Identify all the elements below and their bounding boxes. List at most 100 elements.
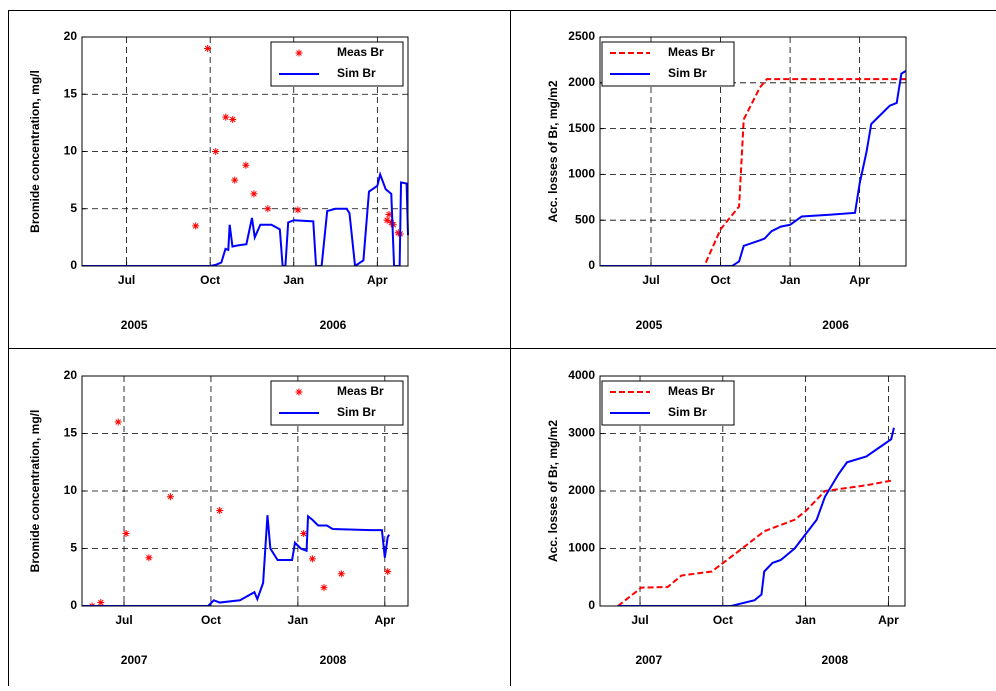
- year-label: 2007: [121, 653, 148, 667]
- legend: Meas Br Sim Br: [270, 41, 404, 87]
- axes-frame: [599, 36, 907, 267]
- y-tick-label: 1500: [568, 121, 595, 135]
- x-tick-label: Oct: [201, 613, 221, 627]
- axes-frame: [599, 375, 906, 607]
- x-tick-label: Oct: [200, 273, 220, 287]
- axes-frame: [81, 36, 409, 267]
- year-label: 2008: [821, 653, 848, 667]
- legend-box: [601, 380, 735, 426]
- marker: [222, 113, 230, 121]
- data-layer: [600, 70, 907, 266]
- x-tick-label: Jan: [288, 613, 309, 627]
- y-tick-label: 1000: [568, 167, 595, 181]
- marker: [337, 570, 345, 578]
- y-tick-label: 3000: [568, 426, 595, 440]
- y-tick-label: 500: [575, 212, 595, 226]
- year-label: 2007: [635, 653, 662, 667]
- marker: [294, 206, 302, 214]
- legend-label: Sim Br: [668, 66, 707, 80]
- y-tick-label: 15: [64, 426, 78, 440]
- y-tick-label: 5: [70, 201, 77, 215]
- y-tick-label: 20: [64, 29, 78, 43]
- series-line: [617, 427, 895, 606]
- data-layer: [82, 44, 409, 266]
- x-tick-label: Jan: [283, 273, 304, 287]
- legend-label: Sim Br: [337, 66, 376, 80]
- y-tick-label: 1000: [568, 541, 595, 555]
- marker: [231, 176, 239, 184]
- legend-marker: [295, 388, 303, 396]
- x-tick-label: Apr: [878, 613, 899, 627]
- y-tick-label: 5: [70, 541, 77, 555]
- legend-label: Meas Br: [337, 45, 384, 59]
- year-label: 2005: [636, 318, 663, 332]
- x-tick-label: Jul: [642, 273, 659, 287]
- legend-label: Meas Br: [337, 384, 384, 398]
- chart-panel: 0 500 1000 1500 2000 2500 Jul Oct Jan Apr 2005 2006…: [546, 29, 907, 332]
- year-label: 2008: [320, 653, 347, 667]
- marker: [122, 530, 130, 538]
- legend-box: [601, 41, 735, 87]
- year-label: 2005: [121, 318, 148, 332]
- x-tick-label: Apr: [367, 273, 388, 287]
- year-label: 2006: [822, 318, 849, 332]
- axes-frame: [81, 375, 409, 607]
- marker: [320, 584, 328, 592]
- x-tick-label: Apr: [849, 273, 870, 287]
- series-line: [82, 171, 409, 266]
- y-tick-label: 10: [64, 483, 78, 497]
- x-tick-label: Jan: [795, 613, 816, 627]
- y-tick-label: 0: [70, 258, 77, 272]
- y-tick-label: 2500: [568, 29, 595, 43]
- x-tick-label: Apr: [374, 613, 395, 627]
- marker: [204, 44, 212, 52]
- y-tick-label: 10: [64, 144, 78, 158]
- marker: [300, 530, 308, 538]
- y-axis-label: Acc. losses of Br, mg/m2: [546, 420, 560, 562]
- y-axis-label: Bromide concentration, mg/l: [28, 70, 42, 233]
- table-frame: [8, 10, 996, 686]
- marker: [114, 418, 122, 426]
- series-line: [617, 479, 892, 606]
- x-tick-label: Jul: [118, 273, 135, 287]
- marker: [212, 148, 220, 155]
- marker: [383, 216, 391, 224]
- x-tick-label: Oct: [713, 613, 733, 627]
- x-tick-label: Jul: [115, 613, 132, 627]
- marker: [145, 554, 153, 562]
- x-tick-label: Jul: [631, 613, 648, 627]
- data-layer: [617, 427, 895, 606]
- legend-label: Sim Br: [337, 405, 376, 419]
- x-tick-label: Jan: [780, 273, 801, 287]
- marker: [385, 210, 393, 218]
- legend: Meas Br Sim Br: [601, 41, 735, 87]
- y-tick-label: 2000: [568, 75, 595, 89]
- marker: [166, 493, 174, 501]
- legend-label: Sim Br: [668, 405, 707, 419]
- legend-marker: [295, 49, 303, 57]
- legend: Meas Br Sim Br: [601, 380, 735, 426]
- legend-box: [270, 41, 404, 87]
- marker: [192, 222, 200, 230]
- series-line: [600, 78, 906, 266]
- y-tick-label: 0: [588, 598, 595, 612]
- series-line: [600, 70, 907, 266]
- y-tick-label: 4000: [568, 368, 595, 382]
- marker: [264, 205, 272, 213]
- year-label: 2006: [320, 318, 347, 332]
- marker: [308, 555, 316, 563]
- legend-label: Meas Br: [668, 45, 715, 59]
- marker: [242, 161, 250, 169]
- legend-box: [270, 380, 404, 426]
- y-tick-label: 15: [64, 86, 78, 100]
- chart-panel: 0 1000 2000 3000 4000 Jul Oct Jan Apr 2007 2008 Acc…: [546, 368, 906, 667]
- series-line: [82, 514, 391, 606]
- y-tick-label: 0: [588, 258, 595, 272]
- marker: [250, 190, 258, 198]
- chart-panel: 0 5 10 15 20 Jul Oct Jan Apr 2005 2006 Bromide conc…: [28, 29, 409, 332]
- x-tick-label: Oct: [711, 273, 731, 287]
- y-axis-label: Acc. losses of Br, mg/m2: [546, 80, 560, 222]
- y-tick-label: 20: [64, 368, 78, 382]
- data-layer: [82, 418, 392, 606]
